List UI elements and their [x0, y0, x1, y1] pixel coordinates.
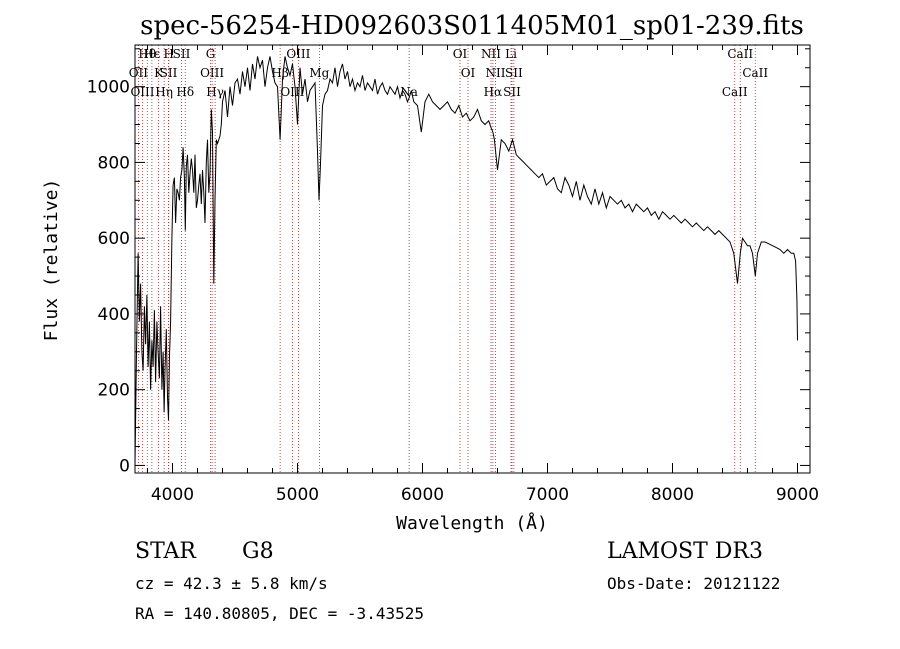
x-tick-label: 9000: [776, 485, 819, 505]
spectral-line-labels: HθOIIOIIIHεKHηHSIIHδSIIOIIIHγGHβOIIIOIII…: [129, 47, 769, 99]
x-tick-label: 5000: [276, 485, 319, 505]
plot-frame: [134, 44, 811, 474]
redshift-value: cz = 42.3 ± 5.8 km/s: [135, 574, 328, 593]
y-tick-label: 400: [98, 305, 130, 325]
spectral-line-label: OI: [453, 47, 468, 61]
object-subclass: G8: [242, 539, 274, 564]
spectral-line-label: Hβ: [271, 66, 288, 80]
spectral-line-label: OII: [129, 66, 149, 80]
spectral-line-label: G: [206, 47, 216, 61]
chart-title: spec-56254-HD092603S011405M01_sp01-239.f…: [140, 11, 804, 41]
spectral-line-label: CaII: [722, 85, 748, 99]
spectral-line-label: CaII: [742, 66, 768, 80]
y-tick-label: 600: [98, 229, 130, 249]
spectral-line-label: Hθ: [138, 47, 156, 61]
spectral-line-markers: [137, 45, 756, 473]
spectral-line-label: Mg: [309, 66, 329, 80]
spectral-line-label: Li: [505, 47, 517, 61]
x-tick-label: 7000: [526, 485, 569, 505]
spectral-line-label: SII: [505, 66, 523, 80]
coordinates: RA = 140.80805, DEC = -3.43525: [135, 604, 424, 623]
x-axis-label: Wavelength (Å): [396, 512, 548, 534]
y-tick-label: 200: [98, 381, 130, 401]
y-axis-ticks: 0 200 400 600 800 1000: [87, 48, 810, 476]
spectral-line-label: SII: [503, 85, 521, 99]
observation-date: Obs-Date: 20121122: [607, 574, 781, 593]
x-tick-label: 6000: [401, 485, 444, 505]
spectral-line-label: SII: [173, 47, 191, 61]
spectral-line-label: NII: [486, 66, 506, 80]
spectral-line-label: Hη: [155, 85, 173, 99]
x-axis-ticks: 4000 5000 6000 7000 8000 9000: [147, 45, 819, 505]
x-tick-label: 4000: [151, 485, 194, 505]
y-axis-label: Flux (relative): [41, 179, 62, 342]
survey-release: LAMOST DR3: [607, 539, 763, 564]
spectral-line-label: CaII: [727, 47, 753, 61]
spectral-line-label: H: [164, 47, 174, 61]
spectral-line-label: NII: [481, 47, 501, 61]
y-tick-label: 0: [119, 456, 130, 476]
spectral-line-label: Na: [400, 85, 418, 99]
spectral-line-label: K: [154, 66, 164, 80]
spectral-line-label: OIII: [200, 66, 224, 80]
spectral-line-label: OIII: [286, 47, 310, 61]
spectral-line-label: OIII: [130, 85, 154, 99]
spectral-line-label: Hε: [144, 47, 161, 61]
spectrum-line: [134, 56, 798, 466]
object-class: STAR: [135, 539, 196, 564]
y-tick-label: 1000: [87, 78, 130, 98]
spectral-line-label: Hγ: [206, 85, 224, 99]
y-tick-label: 800: [98, 153, 130, 173]
spectral-line-label: OIII: [280, 85, 304, 99]
spectral-line-label: Hδ: [176, 85, 194, 99]
x-tick-label: 8000: [651, 485, 694, 505]
spectral-line-label: OI: [461, 66, 476, 80]
spectral-line-label: Hα: [484, 85, 503, 99]
spectral-line-label: SII: [160, 66, 178, 80]
